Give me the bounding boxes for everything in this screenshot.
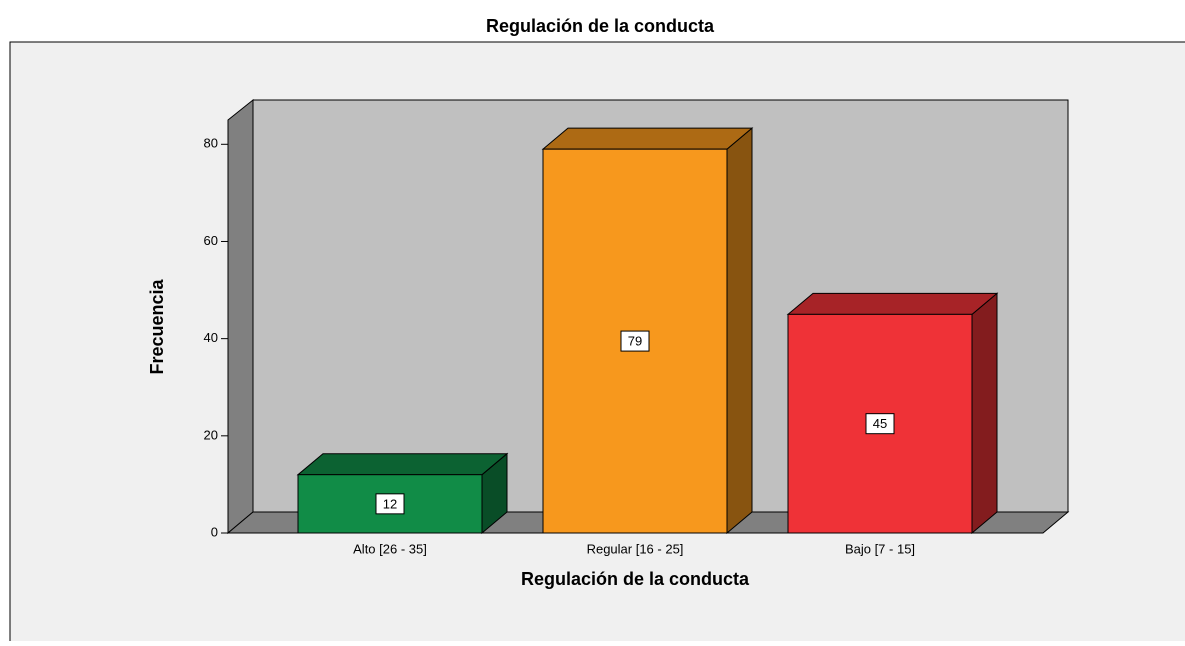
bar-top (296, 453, 509, 476)
value-label: 12 (383, 496, 397, 511)
y-axis-title: Frecuencia (147, 278, 167, 374)
bar-top (786, 292, 999, 315)
x-tick-label: Bajo [7 - 15] (845, 541, 915, 556)
y-tick-label: 80 (204, 136, 218, 151)
left-wall (227, 98, 254, 535)
y-tick-label: 40 (204, 330, 218, 345)
chart-title: Regulación de la conducta (486, 16, 715, 36)
x-tick-label: Regular [16 - 25] (587, 541, 684, 556)
y-tick-label: 0 (211, 524, 218, 539)
x-axis-title: Regulación de la conducta (521, 569, 750, 589)
value-label: 45 (873, 416, 887, 431)
value-label-box (375, 493, 405, 515)
value-label-box (865, 413, 895, 435)
value-label-box (620, 330, 650, 352)
bar-side (726, 127, 753, 535)
x-tick-label: Alto [26 - 35] (353, 541, 427, 556)
bar-top (541, 127, 754, 150)
bar-side (971, 292, 998, 535)
y-tick-label: 60 (204, 233, 218, 248)
y-tick-label: 20 (204, 427, 218, 442)
value-label: 79 (628, 334, 642, 349)
